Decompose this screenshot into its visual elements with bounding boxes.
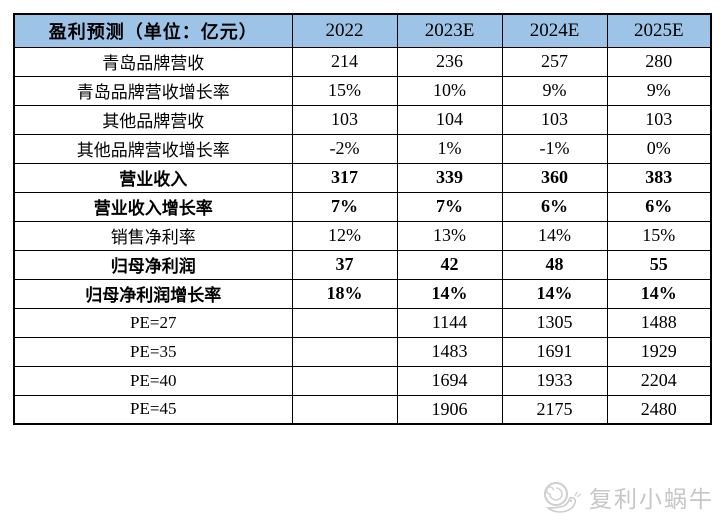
row-label: 其他品牌营收: [13, 104, 293, 135]
value-cell: 1488: [606, 307, 712, 338]
value-cell: 48: [501, 249, 608, 280]
row-label: 青岛品牌营收增长率: [13, 75, 293, 106]
value-cell: 9%: [501, 75, 608, 106]
row-label: 销售净利率: [13, 220, 293, 251]
column-header-2024E: 2024E: [501, 13, 608, 48]
value-cell: 14%: [501, 220, 608, 251]
value-cell: 2204: [606, 365, 712, 396]
column-header-2023E: 2023E: [396, 13, 503, 48]
value-cell: [291, 365, 398, 396]
table-body: 青岛品牌营收 214 236 257 280 青岛品牌营收增长率 15% 10% 9% 9% 其他品…: [13, 46, 712, 425]
column-header-2022: 2022: [291, 13, 398, 48]
value-cell: 42: [396, 249, 503, 280]
table-row: 归母净利润增长率 18% 14% 14% 14%: [13, 278, 712, 309]
table-row: PE=35 1483 1691 1929: [13, 336, 712, 367]
value-cell: 1483: [396, 336, 503, 367]
value-cell: 13%: [396, 220, 503, 251]
row-label: 归母净利润: [13, 249, 293, 280]
value-cell: 1933: [501, 365, 608, 396]
table-row: 营业收入 317 339 360 383: [13, 162, 712, 193]
table-row: 归母净利润 37 42 48 55: [13, 249, 712, 280]
row-label: PE=45: [13, 394, 293, 425]
value-cell: 1144: [396, 307, 503, 338]
value-cell: 7%: [396, 191, 503, 222]
row-label: 青岛品牌营收: [13, 46, 293, 77]
value-cell: [291, 336, 398, 367]
watermark: 复利小蜗牛: [542, 480, 714, 514]
value-cell: 1691: [501, 336, 608, 367]
value-cell: 6%: [501, 191, 608, 222]
profit-forecast-table: 盈利预测（单位：亿元） 2022 2023E 2024E 2025E 青岛品牌营收 21…: [13, 13, 712, 425]
snail-icon: [542, 480, 582, 514]
row-label: PE=35: [13, 336, 293, 367]
value-cell: 2480: [606, 394, 712, 425]
row-label: 营业收入: [13, 162, 293, 193]
value-cell: 14%: [606, 278, 712, 309]
value-cell: [291, 307, 398, 338]
row-label: PE=40: [13, 365, 293, 396]
row-label: 其他品牌营收增长率: [13, 133, 293, 164]
value-cell: 55: [606, 249, 712, 280]
value-cell: [291, 394, 398, 425]
value-cell: -1%: [501, 133, 608, 164]
table-row: 青岛品牌营收增长率 15% 10% 9% 9%: [13, 75, 712, 106]
value-cell: 103: [501, 104, 608, 135]
value-cell: 6%: [606, 191, 712, 222]
value-cell: 18%: [291, 278, 398, 309]
table-row: 其他品牌营收增长率 -2% 1% -1% 0%: [13, 133, 712, 164]
value-cell: -2%: [291, 133, 398, 164]
value-cell: 236: [396, 46, 503, 77]
value-cell: 37: [291, 249, 398, 280]
column-header-2025E: 2025E: [606, 13, 712, 48]
table-title: 盈利预测（单位：亿元）: [13, 13, 293, 48]
value-cell: 15%: [606, 220, 712, 251]
table-row: 其他品牌营收 103 104 103 103: [13, 104, 712, 135]
value-cell: 103: [606, 104, 712, 135]
value-cell: 9%: [606, 75, 712, 106]
value-cell: 14%: [501, 278, 608, 309]
value-cell: 317: [291, 162, 398, 193]
value-cell: 383: [606, 162, 712, 193]
value-cell: 280: [606, 46, 712, 77]
value-cell: 214: [291, 46, 398, 77]
value-cell: 12%: [291, 220, 398, 251]
value-cell: 2175: [501, 394, 608, 425]
row-label: 营业收入增长率: [13, 191, 293, 222]
table-row: PE=45 1906 2175 2480: [13, 394, 712, 425]
value-cell: 1305: [501, 307, 608, 338]
table-row: 青岛品牌营收 214 236 257 280: [13, 46, 712, 77]
value-cell: 15%: [291, 75, 398, 106]
value-cell: 7%: [291, 191, 398, 222]
value-cell: 104: [396, 104, 503, 135]
value-cell: 360: [501, 162, 608, 193]
value-cell: 14%: [396, 278, 503, 309]
table-row: 营业收入增长率 7% 7% 6% 6%: [13, 191, 712, 222]
value-cell: 0%: [606, 133, 712, 164]
table-header-row: 盈利预测（单位：亿元） 2022 2023E 2024E 2025E: [13, 13, 712, 48]
value-cell: 1929: [606, 336, 712, 367]
table-row: 销售净利率 12% 13% 14% 15%: [13, 220, 712, 251]
table-row: PE=27 1144 1305 1488: [13, 307, 712, 338]
value-cell: 103: [291, 104, 398, 135]
row-label: 归母净利润增长率: [13, 278, 293, 309]
row-label: PE=27: [13, 307, 293, 338]
value-cell: 10%: [396, 75, 503, 106]
value-cell: 1906: [396, 394, 503, 425]
watermark-text: 复利小蜗牛: [589, 486, 714, 512]
value-cell: 257: [501, 46, 608, 77]
value-cell: 1694: [396, 365, 503, 396]
value-cell: 339: [396, 162, 503, 193]
table-row: PE=40 1694 1933 2204: [13, 365, 712, 396]
value-cell: 1%: [396, 133, 503, 164]
